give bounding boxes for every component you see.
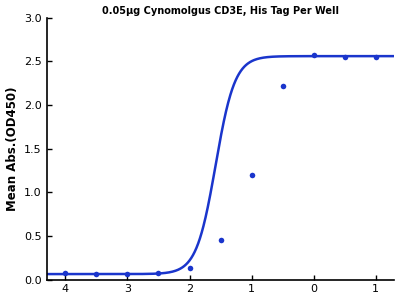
Y-axis label: Mean Abs.(OD450): Mean Abs.(OD450): [6, 86, 18, 211]
Title: 0.05µg Cynomolgus CD3E, His Tag Per Well: 0.05µg Cynomolgus CD3E, His Tag Per Well: [102, 6, 339, 16]
